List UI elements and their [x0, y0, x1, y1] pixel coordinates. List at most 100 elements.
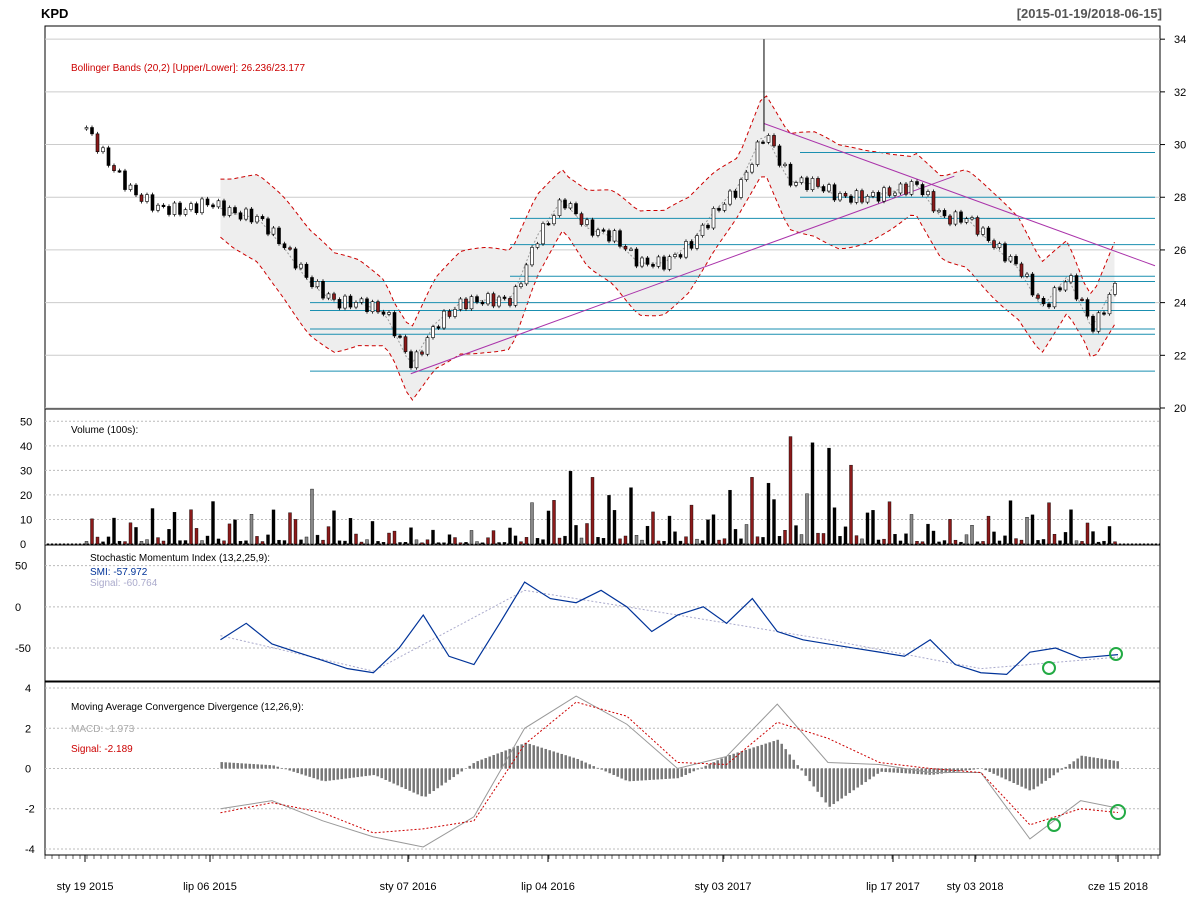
price-y-tick-label: 26	[1174, 245, 1186, 257]
candle-body	[513, 286, 518, 306]
macd-histogram-bar	[772, 741, 775, 769]
macd-histogram-bar	[736, 752, 739, 769]
candle-body	[211, 204, 215, 208]
macd-histogram-bar	[744, 749, 747, 769]
macd-histogram-bar	[712, 762, 715, 769]
macd-histogram-bar	[584, 762, 587, 769]
volume-legend: Volume (100s):	[71, 425, 138, 436]
volume-bar	[128, 522, 133, 545]
candle-body	[332, 293, 336, 300]
candle-body	[1069, 275, 1073, 283]
volume-bar	[959, 541, 963, 545]
volume-y-tick-label: 30	[20, 465, 32, 477]
candle-body	[579, 213, 584, 225]
candle-body	[491, 293, 496, 307]
candle-body	[1080, 298, 1084, 301]
candle-body	[915, 181, 919, 185]
macd-histogram-bar	[760, 744, 763, 769]
candle-body	[810, 178, 815, 191]
candle-body	[843, 193, 848, 197]
candle-body	[755, 141, 760, 165]
volume-bar	[524, 537, 529, 545]
macd-histogram-bar	[824, 768, 827, 803]
macd-histogram-bar	[340, 768, 343, 780]
smi-y-tick-label: 0	[15, 602, 21, 614]
candle-body	[601, 229, 606, 232]
volume-bar	[838, 536, 842, 545]
macd-histogram-bar	[624, 768, 627, 781]
candle-body	[975, 217, 980, 235]
macd-histogram-bar	[748, 748, 751, 769]
price-y-tick-label: 30	[1174, 140, 1186, 152]
volume-bar	[123, 541, 127, 545]
volume-y-tick-label: 40	[20, 441, 32, 453]
candle-body	[183, 209, 188, 215]
volume-bar	[766, 482, 771, 545]
volume-bar	[1041, 539, 1046, 545]
candle-body	[403, 336, 408, 352]
candle-body	[392, 312, 397, 337]
macd-histogram-bar	[236, 763, 239, 769]
macd-histogram-bar	[592, 766, 595, 769]
candle-body	[95, 133, 100, 153]
volume-bar	[293, 519, 298, 545]
candle-body	[882, 187, 886, 202]
volume-bar	[700, 540, 705, 545]
candle-body	[898, 183, 903, 194]
volume-bar	[629, 487, 633, 545]
macd-histogram-bar	[664, 768, 667, 779]
macd-histogram-bar	[508, 748, 511, 769]
bollinger-legend: Bollinger Bands (20,2) [Upper/Lower]: 26…	[71, 63, 305, 74]
volume-bar	[337, 540, 342, 545]
volume-bar	[442, 542, 446, 545]
candle-body	[1102, 312, 1106, 315]
candle-body	[744, 171, 749, 180]
macd-histogram-bar	[404, 768, 407, 789]
macd-histogram-bar	[228, 762, 231, 769]
volume-bar	[194, 528, 199, 545]
smi-legend: Stochastic Momentum Index (13,2,25,9):	[90, 553, 270, 564]
macd-histogram-bar	[312, 768, 315, 779]
candle-body	[541, 223, 545, 245]
candle-body	[101, 147, 105, 153]
volume-bar	[651, 511, 655, 545]
candle-body	[854, 190, 859, 203]
candle-body	[634, 248, 639, 267]
volume-bar	[458, 542, 463, 545]
macd-histogram-bar	[392, 768, 395, 784]
macd-histogram-bar	[756, 746, 759, 769]
volume-bar	[618, 538, 622, 545]
macd-histogram-bar	[648, 768, 651, 781]
volume-bar	[893, 534, 897, 545]
volume-bar	[178, 540, 182, 545]
volume-bar	[596, 537, 600, 545]
macd-histogram-bar	[764, 743, 767, 769]
smi-signal-label: Signal: -60.764	[90, 578, 158, 589]
macd-histogram-bar	[232, 762, 235, 769]
macd-line	[220, 695, 1119, 848]
volume-bar	[348, 518, 353, 545]
price-y-tick-label: 20	[1174, 403, 1186, 415]
volume-bar	[832, 507, 837, 545]
volume-bar	[183, 540, 188, 545]
volume-bar	[541, 539, 545, 545]
macd-histogram-bar	[660, 768, 663, 780]
volume-bar	[425, 539, 430, 545]
candle-body	[150, 194, 155, 211]
macd-histogram-bar	[576, 758, 579, 769]
bollinger-band-fill	[220, 95, 1115, 400]
macd-histogram-bar	[292, 768, 295, 772]
macd-histogram-bar	[224, 762, 227, 769]
candle-body	[799, 177, 804, 183]
candle-body	[398, 335, 402, 338]
candle-body	[469, 296, 474, 310]
price-y-tick-label: 24	[1174, 298, 1186, 310]
volume-bar	[931, 530, 936, 545]
volume-bar	[1030, 514, 1035, 545]
volume-bar	[222, 540, 226, 545]
volume-bar	[106, 536, 111, 545]
volume-bar	[497, 542, 501, 545]
macd-histogram-bar	[400, 768, 403, 788]
x-tick-label: lip 06 2015	[183, 881, 237, 893]
macd-histogram-bar	[316, 768, 319, 780]
